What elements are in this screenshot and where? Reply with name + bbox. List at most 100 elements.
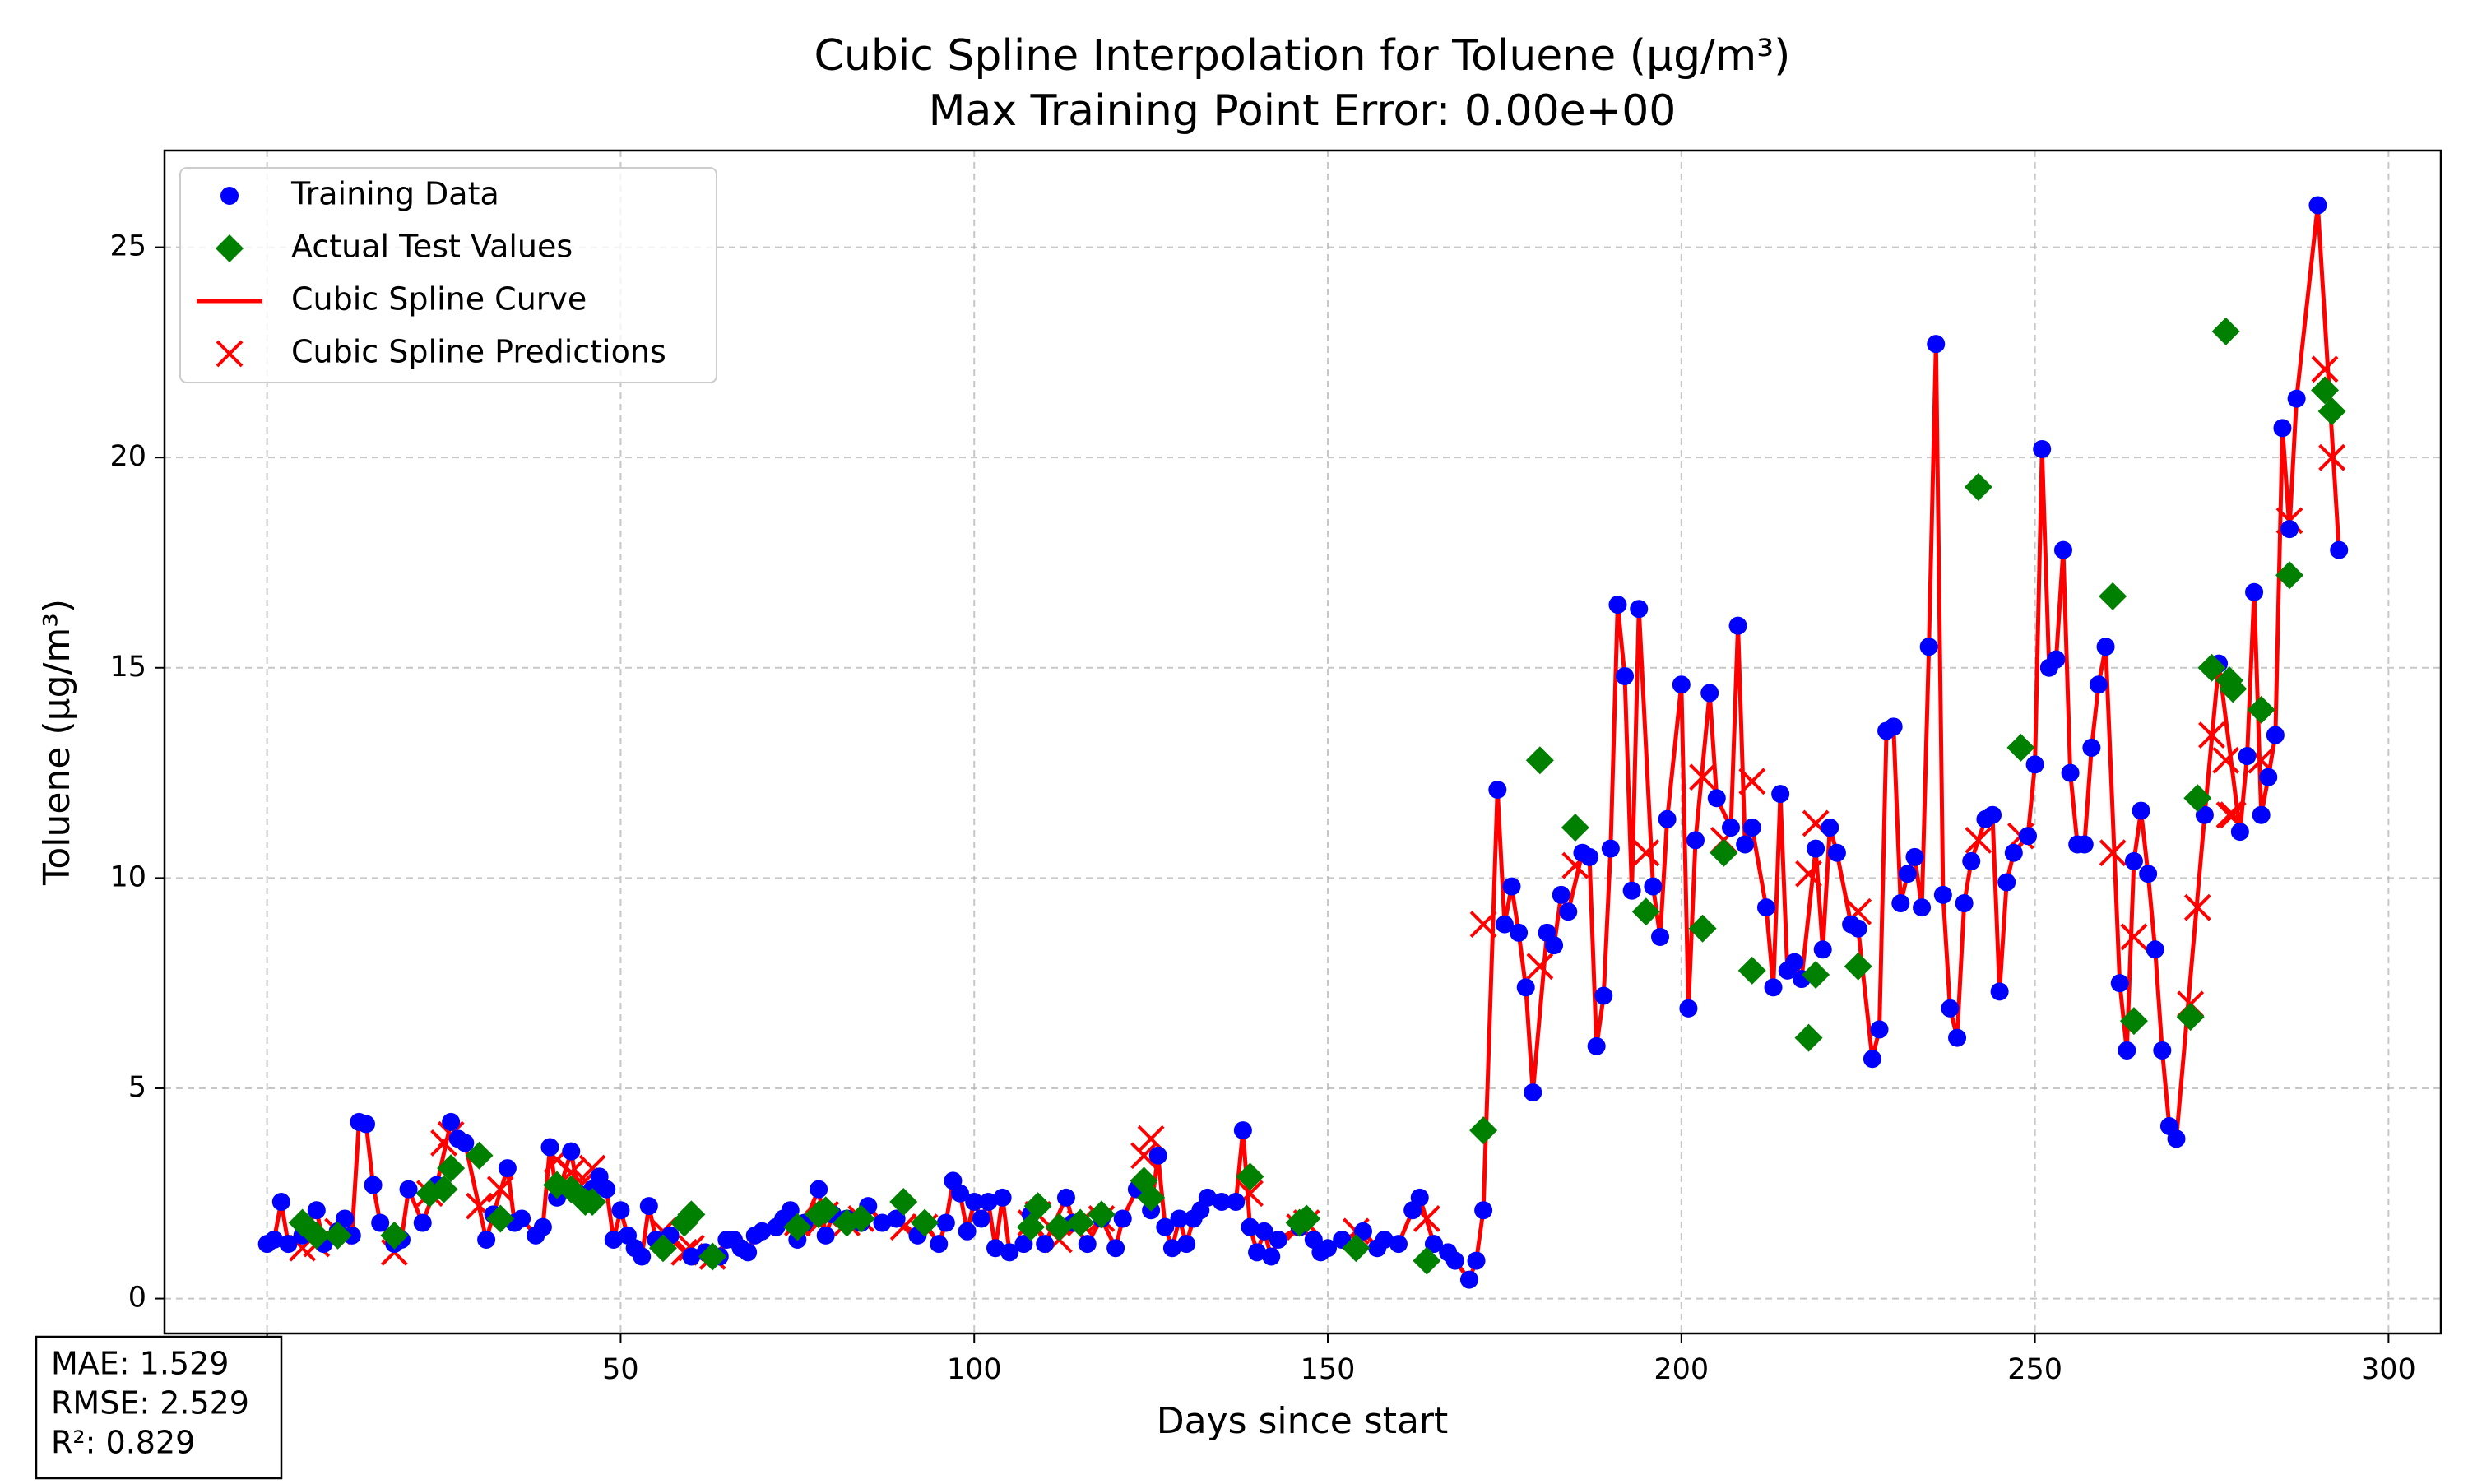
training-point [1233,1121,1252,1140]
legend-label: Cubic Spline Predictions [291,334,666,370]
training-point [1728,616,1747,635]
training-point [513,1209,531,1228]
training-point [611,1201,630,1220]
training-point [2033,439,2052,458]
training-point [2195,805,2214,824]
test-point [1023,1192,1052,1221]
training-point [2245,582,2264,601]
test-point [323,1221,352,1250]
training-point [2053,540,2072,559]
training-point [1990,982,2009,1001]
test-point [1016,1213,1045,1241]
training-point [1927,335,1946,354]
training-point [1721,819,1740,837]
training-point [1821,819,1839,837]
prediction-point [2212,746,2240,774]
training-point [1255,1222,1273,1241]
prediction-point [1469,911,1497,939]
test-point [698,1242,727,1271]
prediction-point [1965,826,1992,854]
legend-label: Actual Test Values [291,229,573,265]
test-point [1137,1183,1166,1212]
training-point [2124,851,2143,870]
training-point [540,1138,559,1157]
training-point [739,1243,758,1262]
prediction-point [2183,893,2211,921]
test-point [486,1204,515,1233]
test-point [2317,397,2346,425]
training-point [753,1222,772,1241]
training-point [604,1231,623,1250]
training-point [965,1192,984,1211]
test-point [2099,582,2127,610]
training-point [1488,781,1507,800]
training-point [1913,898,1932,917]
training-point [1898,865,1917,883]
test-point [1794,1023,1823,1052]
training-point [336,1209,355,1228]
training-point [1036,1235,1055,1254]
training-point [1459,1270,1478,1289]
y-tick-label: 5 [128,1071,146,1104]
prediction-point [1689,763,1717,791]
test-point [2247,695,2275,724]
training-point [873,1213,892,1232]
training-point [1679,999,1698,1018]
training-point [562,1142,581,1161]
training-point [1474,1201,1493,1220]
training-point [1445,1251,1464,1270]
test-point [2211,317,2240,345]
test-point [2119,1007,2148,1036]
chart-subtitle: Max Training Point Error: 0.00e+00 [929,86,1677,136]
training-point [1078,1235,1097,1254]
y-axis-label: Toluene (µg/m³) [36,599,78,886]
training-point [371,1213,390,1232]
legend: Training Data Actual Test Values Cubic Spl… [179,167,717,383]
training-point [1389,1235,1408,1254]
training-point [639,1197,658,1216]
training-point [2047,650,2066,669]
training-point [1516,978,1535,997]
training-point [958,1222,977,1241]
training-point [2266,726,2285,744]
training-point [2167,1129,2186,1148]
test-point [437,1154,466,1183]
legend-marker [216,340,244,368]
training-point [2139,865,2158,883]
training-point [1545,936,1564,955]
test-point [811,1196,840,1225]
training-point [1502,877,1521,896]
prediction-point [2311,355,2339,383]
test-point [2176,1003,2205,1032]
test-point [1844,952,1872,981]
training-point [1707,789,1726,808]
prediction-point [1738,768,1766,795]
test-point [1802,960,1830,989]
training-point [456,1134,475,1152]
test-point [1236,1162,1264,1191]
test-point [1688,914,1717,943]
training-point [1241,1217,1260,1236]
test-point [1292,1204,1321,1233]
training-point [1658,809,1677,828]
training-point [1785,953,1804,972]
test-point [783,1213,812,1241]
training-point [2287,389,2306,408]
prediction-point [2099,839,2127,867]
training-point [1807,839,1825,858]
training-point [533,1217,552,1236]
training-point [279,1235,298,1254]
training-point [1269,1231,1287,1250]
x-tick-label: 100 [947,1353,1002,1386]
training-point [498,1159,517,1178]
training-point [1227,1192,1246,1211]
training-point [816,1226,835,1245]
training-point [930,1235,949,1254]
training-point [399,1180,418,1199]
training-point [1248,1243,1267,1262]
training-point [1672,675,1691,694]
training-point [2061,763,2080,782]
training-point [972,1209,990,1228]
training-point [1148,1146,1167,1165]
